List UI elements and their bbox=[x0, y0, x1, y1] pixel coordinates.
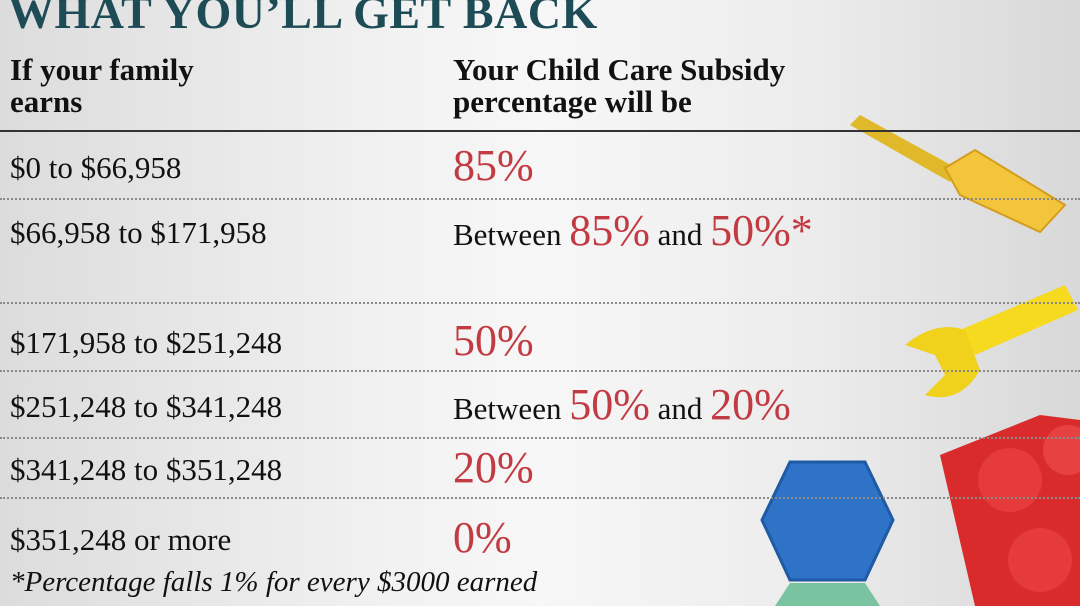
percentage: 85% bbox=[453, 141, 534, 190]
red-block bbox=[940, 415, 1080, 606]
header-line: If your family bbox=[10, 52, 194, 87]
row-separator bbox=[0, 198, 1080, 200]
subsidy-text: Between bbox=[453, 391, 562, 426]
subsidy-header: Your Child Care Subsidy percentage will … bbox=[453, 54, 785, 118]
income-cell: $171,958 to $251,248 bbox=[10, 325, 283, 360]
percentage: 20% bbox=[453, 443, 534, 492]
subsidy-cell: Between 50% and 20% bbox=[453, 383, 791, 429]
percentage: 50% bbox=[453, 316, 534, 365]
income-cell: $66,958 to $171,958 bbox=[10, 215, 267, 250]
income-header: If your family earns bbox=[10, 54, 194, 118]
header-line: percentage will be bbox=[453, 84, 692, 119]
row-separator bbox=[0, 437, 1080, 439]
row-separator bbox=[0, 302, 1080, 304]
subsidy-text: and bbox=[657, 217, 703, 252]
subsidy-cell: 50% bbox=[453, 319, 534, 365]
header-line: Your Child Care Subsidy bbox=[453, 52, 786, 87]
subsidy-cell: 0% bbox=[453, 516, 512, 562]
subsidy-cell: 20% bbox=[453, 446, 534, 492]
row-separator bbox=[0, 370, 1080, 372]
income-cell: $251,248 to $341,248 bbox=[10, 389, 283, 424]
income-cell: $351,248 or more bbox=[10, 522, 232, 557]
income-cell: $341,248 to $351,248 bbox=[10, 452, 283, 487]
title: WHAT YOU’LL GET BACK bbox=[8, 0, 598, 38]
income-cell: $0 to $66,958 bbox=[10, 150, 182, 185]
subsidy-cell: Between 85% and 50%* bbox=[453, 209, 813, 255]
percentage: 0% bbox=[453, 513, 512, 562]
subsidy-text: Between bbox=[453, 217, 562, 252]
percentage: 20% bbox=[710, 380, 791, 429]
header-rule bbox=[0, 130, 1080, 132]
subsidy-cell: 85% bbox=[453, 144, 534, 190]
screwdriver bbox=[850, 115, 1067, 234]
percentage: 85% bbox=[569, 206, 650, 255]
row-separator bbox=[0, 497, 1080, 499]
percentage: 50%* bbox=[710, 206, 813, 255]
footnote: *Percentage falls 1% for every $3000 ear… bbox=[10, 566, 538, 598]
subsidy-text: and bbox=[657, 391, 703, 426]
blue-hexagon bbox=[760, 460, 895, 606]
header-line: earns bbox=[10, 84, 83, 119]
percentage: 50% bbox=[569, 380, 650, 429]
